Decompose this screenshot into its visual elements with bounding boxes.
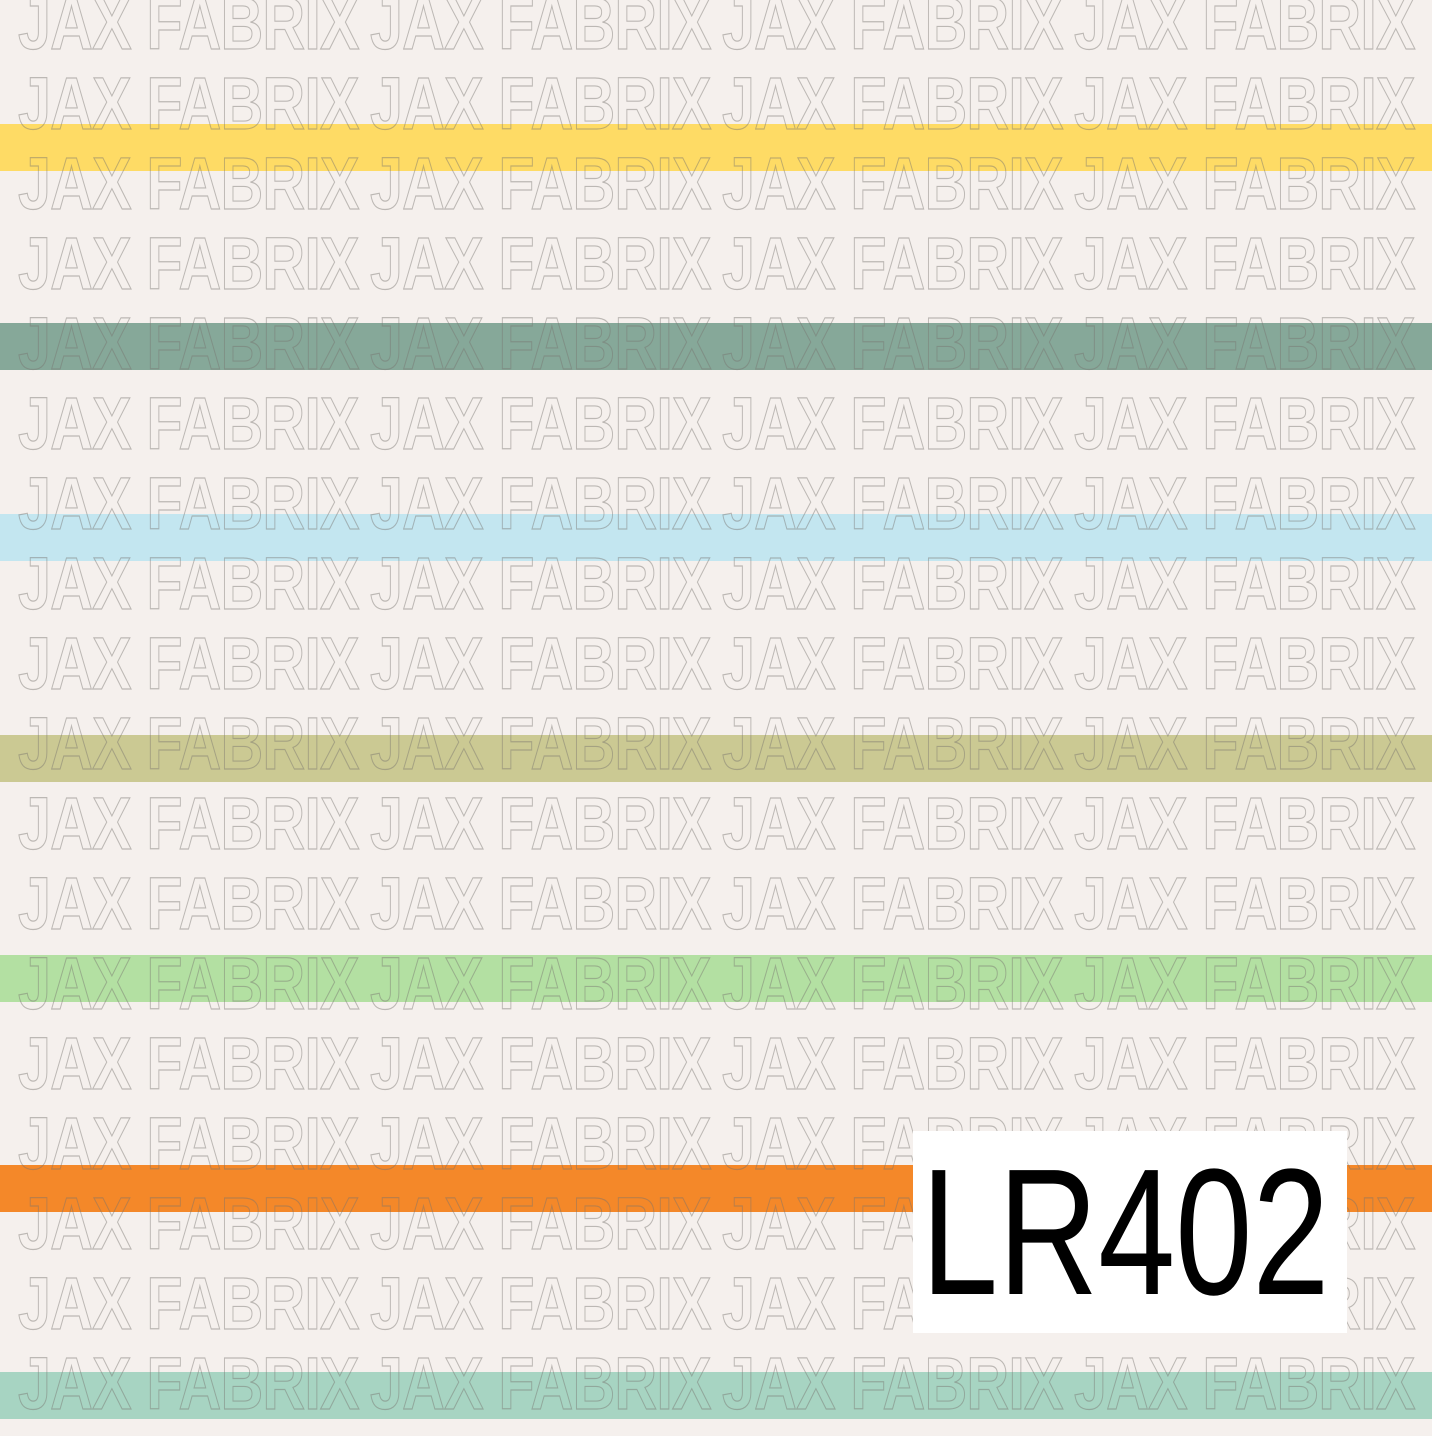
watermark-text: JAX FABRIX (1074, 862, 1416, 945)
watermark-text: JAX FABRIX (1074, 782, 1416, 865)
watermark-text: JAX FABRIX (18, 782, 360, 865)
watermark-text: JAX FABRIX (370, 1342, 712, 1425)
watermark-text: JAX FABRIX (18, 302, 360, 385)
watermark-text: JAX FABRIX (722, 1022, 1064, 1105)
watermark-text: JAX FABRIX (1074, 622, 1416, 705)
watermark-text: JAX FABRIX (370, 302, 712, 385)
watermark-text: JAX FABRIX (370, 462, 712, 545)
watermark-text: JAX FABRIX (370, 382, 712, 465)
watermark-text: JAX FABRIX (370, 542, 712, 625)
watermark-text: JAX FABRIX (18, 1342, 360, 1425)
watermark-text: JAX FABRIX (18, 862, 360, 945)
watermark-text: JAX FABRIX (370, 1182, 712, 1265)
stripe-light-blue (0, 514, 1432, 561)
watermark-text: JAX FABRIX (18, 62, 360, 145)
watermark-text: JAX FABRIX (370, 942, 712, 1025)
watermark-text: JAX FABRIX (722, 862, 1064, 945)
watermark-text: JAX FABRIX (722, 942, 1064, 1025)
watermark-text: JAX FABRIX (18, 462, 360, 545)
watermark-text: JAX FABRIX (722, 142, 1064, 225)
stripe-sage (0, 323, 1432, 370)
watermark-text: JAX FABRIX (722, 382, 1064, 465)
stripe-mint (0, 1372, 1432, 1419)
stripe-olive (0, 735, 1432, 782)
watermark-text: JAX FABRIX (18, 1102, 360, 1185)
watermark-text: JAX FABRIX (1074, 302, 1416, 385)
watermark-text: JAX FABRIX (370, 0, 712, 65)
watermark-text: JAX FABRIX (722, 0, 1064, 65)
watermark-text: JAX FABRIX (370, 62, 712, 145)
watermark-text: JAX FABRIX (722, 222, 1064, 305)
watermark-text: JAX FABRIX (1074, 1342, 1416, 1425)
watermark-text: JAX FABRIX (18, 622, 360, 705)
pattern-code: LR402 (921, 1132, 1330, 1333)
watermark-text: JAX FABRIX (1074, 942, 1416, 1025)
watermark-text: JAX FABRIX (370, 222, 712, 305)
watermark-text: JAX FABRIX (18, 0, 360, 65)
watermark-text: JAX FABRIX (18, 222, 360, 305)
watermark-text: JAX FABRIX (722, 302, 1064, 385)
watermark-text: JAX FABRIX (18, 382, 360, 465)
watermark-text: JAX FABRIX (722, 462, 1064, 545)
watermark-text: JAX FABRIX (370, 782, 712, 865)
watermark-text: JAX FABRIX (1074, 702, 1416, 785)
watermark-text: JAX FABRIX (722, 782, 1064, 865)
watermark-text: JAX FABRIX (18, 142, 360, 225)
watermark-text: JAX FABRIX (370, 622, 712, 705)
stripe-yellow (0, 124, 1432, 171)
watermark-text: JAX FABRIX (370, 142, 712, 225)
watermark-text: JAX FABRIX (722, 622, 1064, 705)
watermark-text: JAX FABRIX (1074, 222, 1416, 305)
watermark-text: JAX FABRIX (18, 1182, 360, 1265)
watermark-text: JAX FABRIX (18, 702, 360, 785)
watermark-text: JAX FABRIX (1074, 382, 1416, 465)
watermark-text: JAX FABRIX (1074, 142, 1416, 225)
watermark-text: JAX FABRIX (370, 702, 712, 785)
pattern-code-label: LR402 (913, 1131, 1347, 1333)
watermark-text: JAX FABRIX (722, 62, 1064, 145)
watermark-text: JAX FABRIX (1074, 62, 1416, 145)
watermark-text: JAX FABRIX (370, 1102, 712, 1185)
watermark-text: JAX FABRIX (722, 702, 1064, 785)
stripe-green (0, 955, 1432, 1002)
watermark-text: JAX FABRIX (18, 542, 360, 625)
watermark-text: JAX FABRIX (18, 1022, 360, 1105)
watermark-text: JAX FABRIX (18, 942, 360, 1025)
watermark-text: JAX FABRIX (18, 1262, 360, 1345)
watermark-text: JAX FABRIX (1074, 0, 1416, 65)
watermark-text: JAX FABRIX (722, 1342, 1064, 1425)
watermark-text: JAX FABRIX (1074, 462, 1416, 545)
watermark-text: JAX FABRIX (1074, 542, 1416, 625)
watermark-text: JAX FABRIX (370, 862, 712, 945)
watermark-text: JAX FABRIX (370, 1022, 712, 1105)
watermark-text: JAX FABRIX (722, 542, 1064, 625)
watermark-text: JAX FABRIX (1074, 1022, 1416, 1105)
watermark-text: JAX FABRIX (370, 1262, 712, 1345)
